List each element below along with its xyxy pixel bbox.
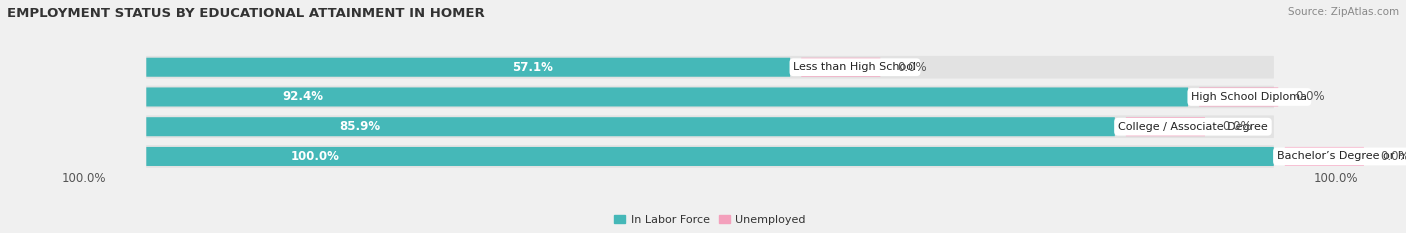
FancyBboxPatch shape xyxy=(146,145,1274,168)
Text: 92.4%: 92.4% xyxy=(283,90,323,103)
FancyBboxPatch shape xyxy=(1126,117,1205,136)
FancyBboxPatch shape xyxy=(146,86,1274,108)
Text: 100.0%: 100.0% xyxy=(291,150,340,163)
FancyBboxPatch shape xyxy=(146,56,1274,79)
FancyBboxPatch shape xyxy=(1285,147,1364,166)
Text: 0.0%: 0.0% xyxy=(1295,90,1324,103)
Text: Less than High School: Less than High School xyxy=(793,62,917,72)
Text: 57.1%: 57.1% xyxy=(512,61,553,74)
Text: Source: ZipAtlas.com: Source: ZipAtlas.com xyxy=(1288,7,1399,17)
Text: 85.9%: 85.9% xyxy=(339,120,380,133)
Text: College / Associate Degree: College / Associate Degree xyxy=(1118,122,1268,132)
FancyBboxPatch shape xyxy=(146,58,790,77)
Text: High School Diploma: High School Diploma xyxy=(1191,92,1308,102)
FancyBboxPatch shape xyxy=(146,87,1188,106)
Text: 100.0%: 100.0% xyxy=(1313,172,1358,185)
FancyBboxPatch shape xyxy=(801,58,880,77)
FancyBboxPatch shape xyxy=(1199,87,1278,106)
Text: 0.0%: 0.0% xyxy=(897,61,927,74)
Text: 100.0%: 100.0% xyxy=(62,172,107,185)
FancyBboxPatch shape xyxy=(146,115,1274,138)
Text: EMPLOYMENT STATUS BY EDUCATIONAL ATTAINMENT IN HOMER: EMPLOYMENT STATUS BY EDUCATIONAL ATTAINM… xyxy=(7,7,485,20)
Text: Bachelor’s Degree or higher: Bachelor’s Degree or higher xyxy=(1277,151,1406,161)
FancyBboxPatch shape xyxy=(146,117,1115,136)
Text: 0.0%: 0.0% xyxy=(1222,120,1251,133)
Legend: In Labor Force, Unemployed: In Labor Force, Unemployed xyxy=(610,210,810,229)
FancyBboxPatch shape xyxy=(146,147,1274,166)
Text: 0.0%: 0.0% xyxy=(1381,150,1406,163)
